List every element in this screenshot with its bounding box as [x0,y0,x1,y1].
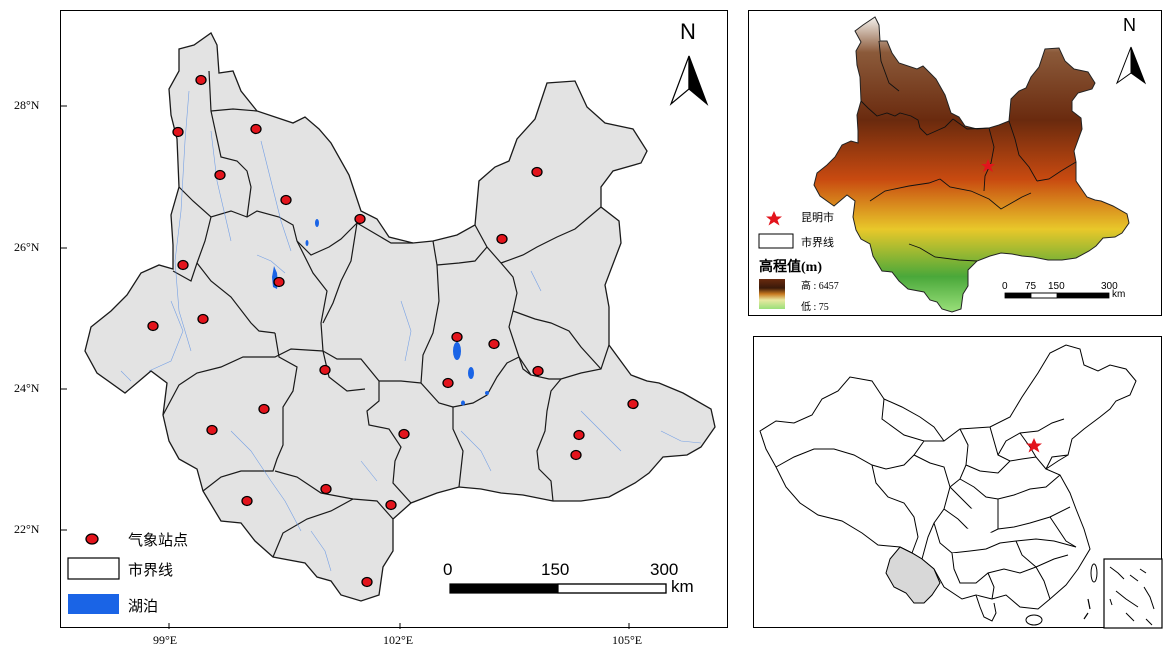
lakes [272,219,489,406]
legend-lake-symbol [68,594,119,614]
station [361,576,373,588]
legend-elevation-title: 高程值(m) [759,260,822,275]
elev-scale-tick: 0 [1002,281,1008,292]
station [280,194,292,206]
taiwan-island [1090,563,1098,583]
main-map-panel: 28°N 26°N 24°N 22°N 99°E 102°E 105°E N 气… [14,10,728,647]
station [206,424,218,436]
legend-low-label: 低 : 75 [801,302,829,313]
north-arrow-icon [669,55,709,106]
kunming-star-icon [981,159,995,172]
lat-tick-label: 26°N [14,240,40,254]
station [488,338,500,350]
legend-station-symbol [85,533,99,545]
island-marks [1083,612,1089,620]
elevation-map-panel: N 昆明市 市界线 高程值(m) 高 : 6457 低 : 75 0 75 15… [748,10,1162,316]
scale-tick-label: 150 [541,560,570,579]
station [570,449,582,461]
lake-lugu [315,219,319,227]
legend-lake-label: 湖泊 [128,599,159,615]
lake-fuxian [468,367,474,379]
scale-tick-label: 300 [650,560,679,579]
weather-stations [147,74,639,588]
lake-yilong [485,391,489,395]
legend-elevation-ramp [759,279,785,309]
island-marks [1087,598,1091,610]
station [532,365,544,377]
north-arrow-icon [1115,46,1147,85]
elev-scale-unit: km [1112,289,1126,300]
lake-chenghai [305,240,309,246]
legend-station-label: 气象站点 [128,533,189,549]
station [319,364,331,376]
legend-boundary-symbol [758,233,794,249]
elevation-yunnan [813,16,1130,313]
legend-boundary-label: 市界线 [128,563,174,579]
station [496,233,508,245]
station [147,320,159,332]
lake-dianchi [453,342,461,360]
station [627,398,639,410]
scale-unit-label: km [671,577,694,596]
north-label: N [680,19,696,44]
south-china-sea-islands [1109,566,1155,626]
station [531,166,543,178]
yunnan-highlight [885,546,941,604]
beijing-star-icon [1026,438,1042,453]
lat-tick-label: 28°N [14,98,40,112]
scale-bar [449,583,667,594]
graticule-ticks [61,105,630,629]
legend-boundary-symbol [67,557,120,580]
station [177,259,189,271]
elevation-map [758,16,1147,313]
elev-scale-tick: 150 [1048,281,1065,292]
china-map-panel [753,336,1163,629]
legend-boundary-label: 市界线 [801,237,834,249]
elev-scale-tick: 75 [1025,281,1037,292]
legend-capital-icon [766,211,782,226]
lon-tick-label: 105°E [612,633,643,647]
hainan-island [1025,614,1043,626]
lon-tick-label: 102°E [383,633,414,647]
station [451,331,463,343]
yunnan-station-map [61,32,716,629]
station [250,123,262,135]
station [398,428,410,440]
scale-tick-label: 0 [443,560,453,579]
legend-capital-label: 昆明市 [801,212,834,224]
station [354,213,366,225]
china-provinces [759,344,1137,622]
lon-tick-label: 99°E [153,633,178,647]
station [214,169,226,181]
rivers [120,90,702,572]
station [258,403,270,415]
station [195,74,207,86]
elev-scale-bar [1004,292,1110,299]
station [172,126,184,138]
station [241,495,253,507]
lake-xingyun [461,400,465,406]
elevation-boundaries [860,40,1077,262]
elev-scale-tick: 300 [1101,281,1118,292]
yunnan-outline [84,32,716,602]
station [385,499,397,511]
china-locator-map [759,344,1163,629]
station [320,483,332,495]
elev-north-label: N [1123,15,1136,35]
prefecture-boundaries [162,70,610,558]
lat-tick-label: 22°N [14,522,40,536]
station [573,429,585,441]
china-outline [759,344,1137,610]
lat-tick-label: 24°N [14,381,40,395]
station [197,313,209,325]
south-china-sea-inset [1103,558,1163,629]
station [442,377,454,389]
legend-high-label: 高 : 6457 [801,281,839,292]
station [273,276,285,288]
